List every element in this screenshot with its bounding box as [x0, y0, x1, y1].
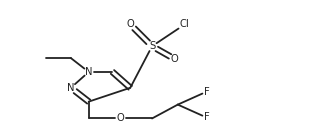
Text: N: N: [67, 83, 75, 93]
Text: Cl: Cl: [180, 19, 190, 29]
Text: O: O: [171, 54, 179, 64]
Text: F: F: [204, 112, 209, 122]
Text: O: O: [116, 113, 124, 123]
Text: F: F: [204, 87, 209, 97]
Text: N: N: [85, 67, 92, 77]
Text: S: S: [149, 41, 155, 51]
Text: O: O: [126, 19, 134, 29]
